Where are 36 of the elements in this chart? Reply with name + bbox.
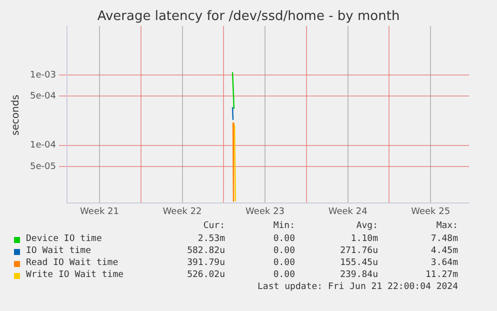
text: 526.02u (187, 270, 225, 280)
text: Avg: (356, 221, 378, 231)
y-tick-label: 1e-04 (30, 140, 56, 151)
text: Last update: Fri Jun 21 22:00:04 2024 (258, 282, 458, 292)
text: 582.82u (187, 246, 225, 256)
text: 0.00 (273, 258, 295, 268)
text: 1.10m (350, 234, 378, 244)
legend-label: Write IO Wait time (26, 270, 124, 280)
x-tick-label: Week 22 (162, 206, 202, 217)
x-tick-label: Week 21 (80, 206, 120, 217)
y-axis-title: seconds (10, 94, 22, 136)
text: 2.53m (198, 234, 225, 244)
x-tick-label: Week 23 (246, 206, 285, 217)
y-tick-label: 5e-04 (30, 92, 56, 102)
y-tick-label: 1e-03 (30, 70, 56, 80)
text: Min: (273, 221, 295, 231)
y-tick-label: 5e-05 (30, 162, 56, 172)
text: 3.64m (430, 258, 458, 268)
text: 391.79u (187, 258, 225, 268)
legend-label: IO Wait time (26, 246, 92, 256)
text: 0.00 (273, 270, 295, 280)
text: 0.00 (273, 234, 295, 244)
text: 271.76u (340, 246, 378, 256)
chart-title: Average latency for /dev/ssd/home - by month (96, 9, 401, 24)
text: 4.45m (430, 246, 458, 256)
legend-label: Read IO Wait time (26, 258, 118, 268)
text: 7.48m (430, 234, 458, 244)
x-tick-label: Week 25 (411, 206, 450, 217)
text: 11.27m (425, 270, 458, 280)
text: 0.00 (273, 246, 295, 256)
text: Cur: (203, 221, 225, 231)
x-tick-label: Week 24 (328, 206, 368, 217)
text: Max: (436, 221, 458, 231)
text: 155.45u (340, 258, 378, 268)
text: 239.84u (340, 270, 378, 280)
legend-label: Device IO time (26, 234, 102, 244)
